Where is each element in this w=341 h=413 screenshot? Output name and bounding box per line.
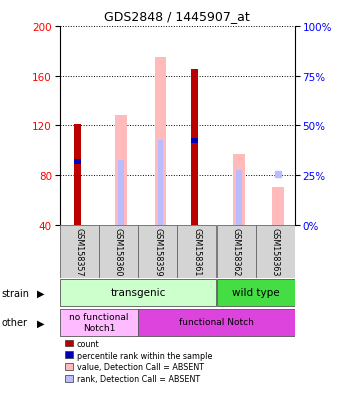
Legend: count, percentile rank within the sample, value, Detection Call = ABSENT, rank, : count, percentile rank within the sample…: [64, 338, 213, 384]
Bar: [138, 309, 295, 336]
Bar: [154, 58, 166, 225]
Text: GSM158363: GSM158363: [271, 228, 280, 275]
Bar: [217, 225, 256, 278]
Text: no functional
Notch1: no functional Notch1: [69, 312, 129, 332]
Bar: [233, 154, 245, 225]
Text: strain: strain: [2, 288, 30, 298]
Text: GSM158359: GSM158359: [153, 227, 162, 276]
Text: GSM158360: GSM158360: [114, 228, 123, 275]
Bar: [177, 225, 217, 278]
Bar: [217, 280, 295, 306]
Text: functional Notch: functional Notch: [179, 318, 254, 327]
Text: GSM158362: GSM158362: [232, 227, 241, 276]
Bar: [256, 225, 295, 278]
Bar: [74, 125, 81, 225]
Text: GSM158361: GSM158361: [192, 228, 202, 275]
Bar: [60, 309, 138, 336]
Bar: [158, 141, 163, 225]
Bar: [115, 116, 127, 225]
Bar: [74, 159, 81, 164]
Text: ▶: ▶: [37, 288, 44, 298]
Text: transgenic: transgenic: [110, 287, 166, 297]
Bar: [99, 225, 138, 278]
Bar: [191, 138, 198, 143]
Text: ▶: ▶: [37, 318, 44, 328]
Bar: [119, 161, 124, 225]
Bar: [60, 280, 217, 306]
Bar: [272, 188, 284, 225]
Bar: [236, 171, 242, 225]
Bar: [138, 225, 177, 278]
Text: other: other: [2, 318, 28, 328]
Bar: [60, 225, 99, 278]
Text: GDS2848 / 1445907_at: GDS2848 / 1445907_at: [104, 10, 250, 23]
Bar: [191, 70, 198, 225]
Text: GSM158357: GSM158357: [75, 227, 84, 276]
Text: wild type: wild type: [232, 287, 280, 297]
